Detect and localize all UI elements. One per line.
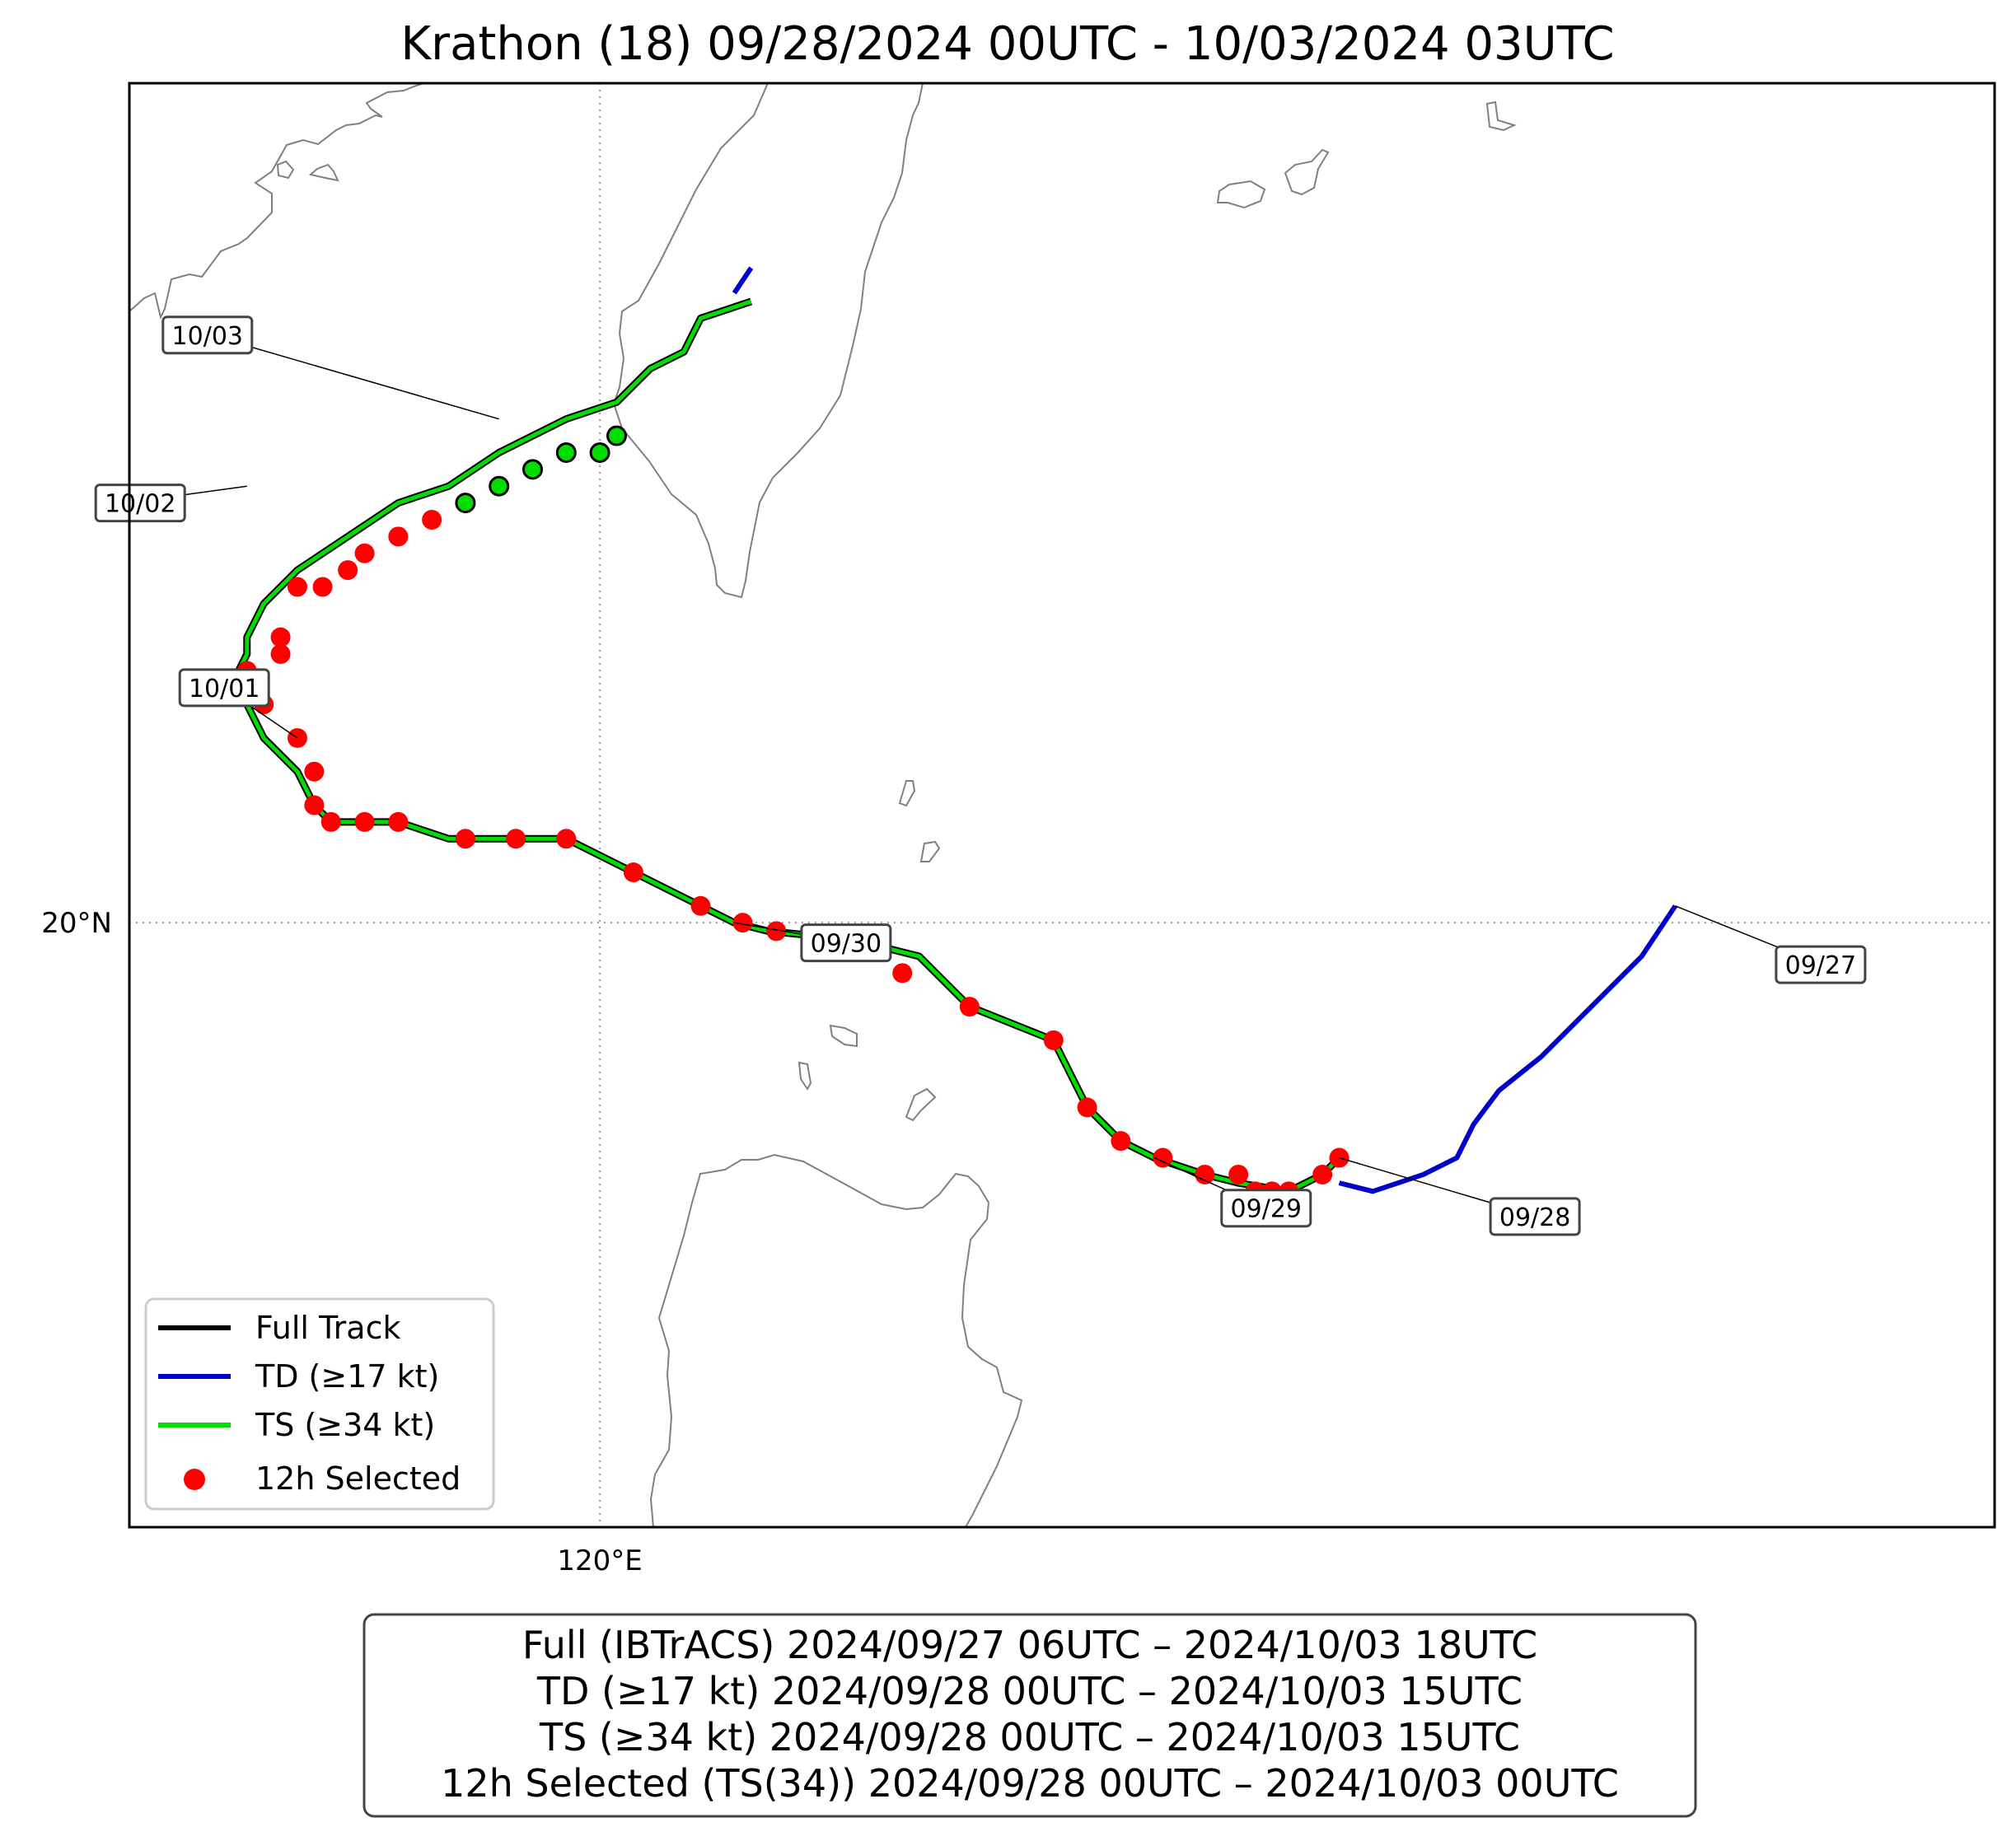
legend-selected-swatch xyxy=(184,1469,205,1490)
island-ryukyu-3 xyxy=(1485,100,1517,132)
coastline-china xyxy=(129,82,425,320)
date-label-box-4 xyxy=(178,668,270,708)
selected-point-33 xyxy=(312,577,333,597)
legend-td-label: TD (≥17 kt) xyxy=(255,1358,439,1395)
summary-line-td: TD (≥17 kt) 2024/09/28 00UTC – 2024/10/0… xyxy=(536,1669,1523,1713)
selected-point-34 xyxy=(338,560,358,581)
summary-box: Full (IBTrACS) 2024/09/27 06UTC – 2024/1… xyxy=(363,1613,1697,1818)
summary-line-selected: 12h Selected (TS(34)) 2024/09/28 00UTC –… xyxy=(441,1761,1619,1806)
lat-tick-label: 20°N xyxy=(41,907,112,940)
gridlines xyxy=(129,83,1995,1527)
date-label-box-0 xyxy=(1775,945,1867,984)
selected-point-24 xyxy=(304,795,325,815)
island-luzon-strait-1 xyxy=(898,780,916,807)
track-layer xyxy=(226,266,1677,1195)
ts-point-2 xyxy=(522,459,544,480)
selected-point-7 xyxy=(1153,1147,1173,1168)
selected-point-17 xyxy=(623,862,643,883)
selected-point-30 xyxy=(270,644,291,665)
selected-point-5 xyxy=(1228,1164,1249,1185)
td-track-line xyxy=(1338,904,1677,1194)
island-luzon-strait-4 xyxy=(798,1061,812,1091)
date-label-10-03: 10/03 xyxy=(172,322,243,351)
date-label-09-30: 09/30 xyxy=(811,930,882,959)
summary-line-ts: TS (≥34 kt) 2024/09/28 00UTC – 2024/10/0… xyxy=(539,1715,1520,1759)
legend-selected-label: 12h Selected xyxy=(255,1460,461,1497)
coastline-taiwan xyxy=(612,82,924,599)
map-border xyxy=(128,82,1996,1529)
coastline-luzon xyxy=(649,1153,1023,1528)
date-label-box-3 xyxy=(800,923,892,963)
coastlines xyxy=(129,82,1517,1528)
ts-point-5 xyxy=(606,425,627,446)
selected-point-6 xyxy=(1195,1164,1215,1185)
date-label-09-28: 09/28 xyxy=(1499,1203,1570,1232)
map-panel: 09/27 09/28 09/29 09/30 10/01 10/02 10/03 xyxy=(94,82,1996,1529)
date-label-10-02: 10/02 xyxy=(105,490,175,519)
ts-track-line xyxy=(227,299,1341,1194)
selected-point-21 xyxy=(388,811,409,832)
selected-point-22 xyxy=(354,811,375,832)
selected-point-37 xyxy=(422,509,442,530)
points-layer xyxy=(236,425,1349,1202)
date-label-box-1 xyxy=(1489,1197,1581,1236)
island-china-2 xyxy=(308,163,339,182)
selected-point-16 xyxy=(690,895,711,916)
summary-frame xyxy=(363,1613,1697,1818)
map-background xyxy=(129,83,1995,1527)
legend-box xyxy=(144,1297,495,1511)
selected-point-31 xyxy=(270,627,291,647)
ts-point-4 xyxy=(589,442,610,463)
island-luzon-strait-2 xyxy=(919,840,941,862)
selected-point-10 xyxy=(1043,1030,1064,1050)
island-china-1 xyxy=(276,160,295,180)
selected-point-20 xyxy=(455,829,475,849)
selected-point-36 xyxy=(388,526,409,547)
island-ryukyu-2 xyxy=(1284,148,1330,196)
island-ryukyu-1 xyxy=(1216,180,1266,209)
selected-point-23 xyxy=(320,811,341,832)
lon-tick-label: 120°E xyxy=(557,1544,642,1577)
ts-point-1 xyxy=(489,475,510,497)
selected-point-35 xyxy=(354,543,375,563)
map-title: Krathon (18) 09/28/2024 00UTC - 10/03/20… xyxy=(400,17,1614,71)
date-label-box-5 xyxy=(94,484,186,523)
date-label-09-29: 09/29 xyxy=(1231,1195,1302,1224)
date-label-box-2 xyxy=(1220,1189,1312,1228)
selected-point-15 xyxy=(732,913,753,933)
selected-point-8 xyxy=(1111,1131,1131,1152)
selected-point-12 xyxy=(892,963,913,984)
date-label-leader-6 xyxy=(203,333,499,420)
selected-point-11 xyxy=(959,997,980,1017)
legend-full-track-label: Full Track xyxy=(255,1310,401,1346)
summary-line-full: Full (IBTrACS) 2024/09/27 06UTC – 2024/1… xyxy=(522,1623,1537,1667)
selected-point-19 xyxy=(506,829,526,849)
selected-point-25 xyxy=(304,761,325,782)
legend-ts-label: TS (≥34 kt) xyxy=(255,1407,435,1443)
legend: Full Track TD (≥17 kt) TS (≥34 kt) 12h S… xyxy=(144,1297,495,1511)
selected-point-1 xyxy=(1312,1164,1333,1185)
selected-point-14 xyxy=(766,921,787,942)
selected-point-18 xyxy=(556,829,577,849)
island-luzon-strait-3 xyxy=(829,1024,858,1048)
date-label-10-01: 10/01 xyxy=(189,675,260,703)
ts-point-0 xyxy=(455,493,476,514)
date-label-box-6 xyxy=(161,315,254,355)
td-track-tail xyxy=(732,266,754,295)
date-label-09-27: 09/27 xyxy=(1785,951,1856,980)
selected-point-32 xyxy=(287,577,307,597)
date-labels-layer: 09/27 09/28 09/29 09/30 10/01 10/02 10/03 xyxy=(94,315,1867,1236)
ts-point-3 xyxy=(555,442,577,463)
island-luzon-strait-5 xyxy=(905,1087,937,1122)
selected-point-9 xyxy=(1077,1097,1097,1118)
